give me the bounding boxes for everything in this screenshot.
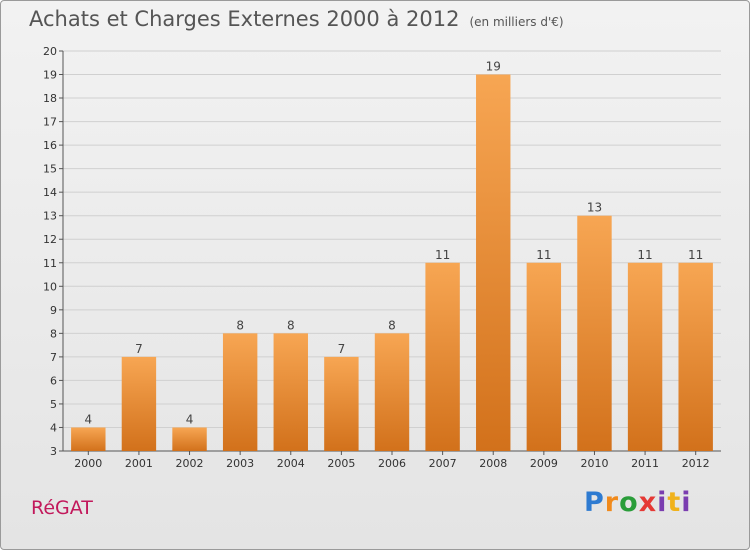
data-label: 7	[135, 342, 143, 356]
x-tick-label: 2007	[429, 457, 457, 470]
bar	[476, 74, 511, 451]
data-label: 13	[587, 201, 602, 215]
data-label: 8	[388, 318, 396, 332]
y-tick-label: 12	[43, 233, 57, 246]
y-tick-label: 14	[43, 186, 57, 199]
bar	[121, 356, 157, 451]
x-tick-label: 2005	[327, 457, 355, 470]
y-tick-label: 15	[43, 163, 57, 176]
x-tick-label: 2001	[125, 457, 153, 470]
y-tick-label: 19	[43, 69, 57, 82]
y-tick-label: 18	[43, 92, 57, 105]
chart-title: Achats et Charges Externes 2000 à 2012 (e…	[29, 7, 564, 31]
data-label: 8	[236, 318, 244, 332]
chart-subtitle: (en milliers d'€)	[469, 15, 564, 29]
y-tick-label: 6	[50, 374, 57, 387]
bar	[172, 427, 207, 451]
data-label: 4	[84, 412, 92, 426]
y-tick-label: 16	[43, 139, 57, 152]
bar	[374, 333, 410, 451]
x-tick-label: 2002	[176, 457, 204, 470]
x-tick-label: 2008	[479, 457, 507, 470]
y-tick-label: 13	[43, 210, 57, 223]
y-tick-label: 8	[50, 327, 57, 340]
x-tick-label: 2006	[378, 457, 406, 470]
x-tick-label: 2000	[74, 457, 102, 470]
y-tick-label: 7	[50, 351, 57, 364]
x-tick-label: 2009	[530, 457, 558, 470]
y-tick-label: 3	[50, 445, 57, 458]
data-label: 11	[637, 248, 652, 262]
bar	[324, 356, 359, 451]
x-tick-label: 2011	[631, 457, 659, 470]
y-tick-label: 11	[43, 257, 57, 270]
data-label: 11	[435, 248, 450, 262]
labels: 3 4 5 6 7 8 9 10 11 12 13 14 15 16 17 18 19 20 4 2000 7 2001 4…	[43, 45, 710, 470]
x-tick-label: 2003	[226, 457, 254, 470]
y-tick-label: 10	[43, 280, 57, 293]
x-tick-label: 2012	[682, 457, 710, 470]
x-tick-label: 2010	[580, 457, 608, 470]
x-tick-label: 2004	[277, 457, 305, 470]
bar	[627, 262, 663, 451]
bar	[425, 262, 460, 451]
data-label: 11	[688, 248, 703, 262]
data-label: 11	[536, 248, 551, 262]
bar	[526, 262, 562, 451]
commune-name: RéGAT	[31, 497, 93, 519]
y-tick-label: 5	[50, 398, 57, 411]
chart-title-text: Achats et Charges Externes 2000 à 2012	[29, 7, 460, 31]
bar	[71, 427, 106, 451]
data-label: 4	[186, 412, 194, 426]
bar	[577, 215, 612, 451]
bar	[222, 333, 258, 451]
y-tick-label: 17	[43, 116, 57, 129]
proxiti-logo: Proxiti	[584, 487, 692, 518]
bars	[71, 74, 713, 451]
y-tick-label: 9	[50, 304, 57, 317]
bar	[273, 333, 308, 451]
bar	[678, 262, 713, 451]
y-tick-label: 20	[43, 45, 57, 58]
data-label: 7	[338, 342, 346, 356]
data-label: 19	[486, 60, 501, 74]
data-label: 8	[287, 318, 295, 332]
y-tick-label: 4	[50, 421, 57, 434]
